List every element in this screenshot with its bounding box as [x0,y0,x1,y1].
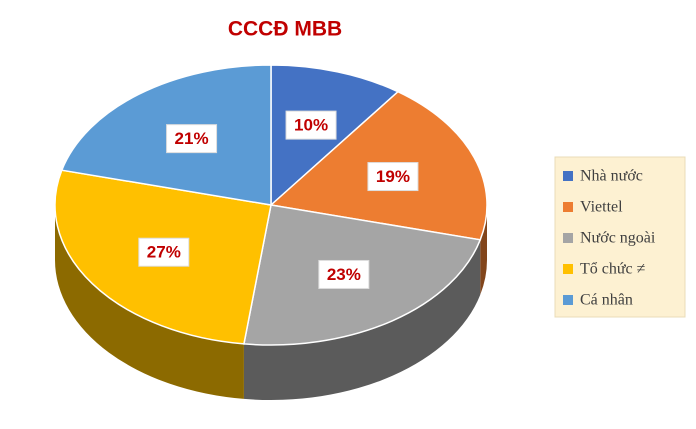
legend-label: Nhà nước [580,168,643,185]
legend-swatch [563,171,573,181]
pie-side [55,205,244,399]
legend-swatch [563,233,573,243]
value-label-box [138,237,190,267]
value-label-box [166,124,218,154]
value-label-box [367,162,419,192]
pie-side [480,205,487,295]
value-label-box [285,110,337,140]
pie-side [243,239,481,401]
pie-sides [55,205,487,401]
legend-swatch [563,202,573,212]
pie-top [54,64,488,346]
value-label: 23% [327,265,361,284]
value-label: 27% [147,243,181,262]
legend-label: Tổ chức ≠ [580,261,646,278]
legend-swatch [563,264,573,274]
chart-title: CCCĐ MBB [228,18,342,41]
legend-label: Viettel [580,199,623,216]
legend-swatch [563,295,573,305]
value-label-box [318,259,370,289]
legend: Nhà nước Viettel Nước ngoài Tổ chức ≠ Cá nhâ… [563,168,656,309]
value-label: 21% [175,129,209,148]
legend-box [554,156,686,318]
value-label: 10% [294,116,328,135]
legend-label: Nước ngoài [580,230,656,247]
value-label: 19% [376,167,410,186]
labels: 10% 19% 23% 27% 21% [138,110,419,289]
legend-label: Cá nhân [580,292,633,309]
